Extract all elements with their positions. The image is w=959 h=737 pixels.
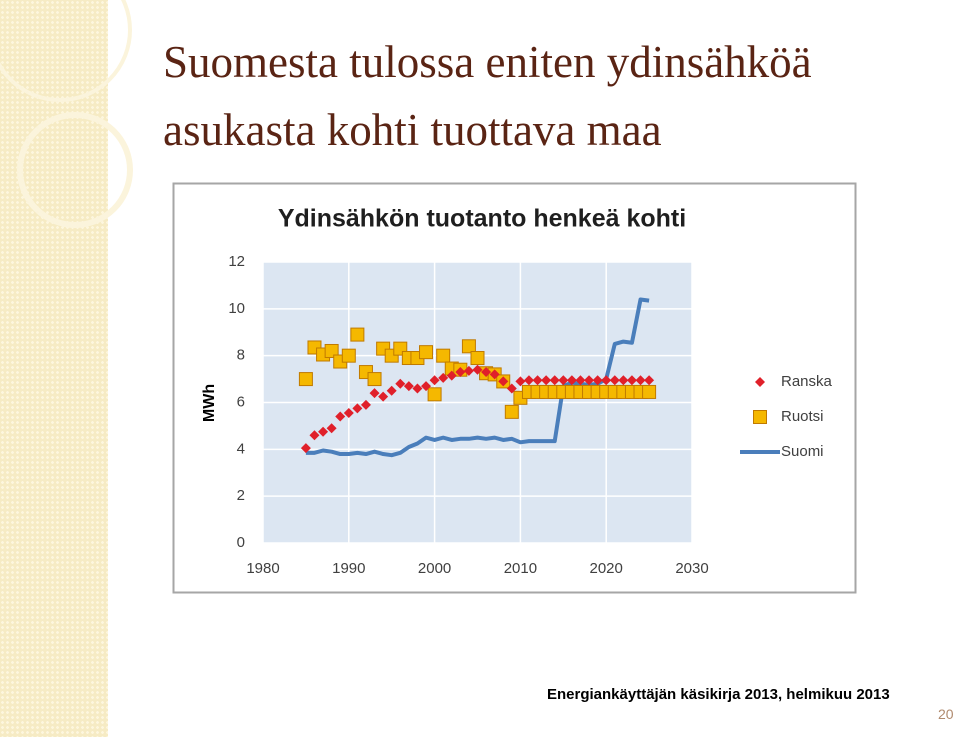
marker bbox=[335, 411, 346, 422]
y-tick-label: 10 bbox=[228, 300, 245, 317]
marker bbox=[592, 375, 603, 386]
x-tick-label: 1990 bbox=[332, 560, 365, 577]
marker bbox=[309, 430, 320, 441]
marker bbox=[463, 365, 474, 376]
legend-swatch bbox=[755, 377, 765, 387]
marker bbox=[427, 387, 442, 402]
marker bbox=[350, 327, 365, 342]
marker bbox=[343, 408, 354, 419]
marker bbox=[472, 364, 483, 375]
legend-label: Ranska bbox=[781, 373, 833, 390]
title-line: Suomesta tulossa eniten ydinsähköä bbox=[163, 37, 812, 87]
marker bbox=[352, 403, 363, 414]
x-tick-label: 2020 bbox=[590, 560, 623, 577]
marker bbox=[326, 423, 337, 434]
legend-label: Ruotsi bbox=[781, 408, 824, 425]
marker bbox=[446, 370, 457, 381]
y-tick-label: 0 bbox=[237, 534, 245, 551]
marker bbox=[369, 388, 380, 399]
y-axis-label: MWh bbox=[201, 384, 218, 422]
y-tick-label: 6 bbox=[237, 393, 245, 410]
marker bbox=[481, 367, 492, 378]
marker bbox=[298, 372, 313, 387]
marker bbox=[506, 383, 517, 394]
x-tick-label: 2010 bbox=[504, 560, 537, 577]
marker bbox=[558, 375, 569, 386]
marker bbox=[429, 375, 440, 386]
marker bbox=[455, 367, 466, 378]
marker bbox=[395, 378, 406, 389]
marker bbox=[360, 399, 371, 410]
marker bbox=[421, 381, 432, 392]
marker bbox=[412, 383, 423, 394]
marker bbox=[341, 348, 356, 363]
marker bbox=[378, 391, 389, 402]
marker bbox=[436, 348, 451, 363]
x-tick-label: 2030 bbox=[675, 560, 708, 577]
marker bbox=[324, 343, 339, 358]
y-tick-label: 12 bbox=[228, 253, 245, 270]
marker bbox=[541, 375, 552, 386]
marker bbox=[609, 375, 620, 386]
page-number: 20 bbox=[938, 706, 954, 722]
marker bbox=[532, 375, 543, 386]
x-tick-label: 1980 bbox=[246, 560, 279, 577]
marker bbox=[403, 381, 414, 392]
decor-strip bbox=[0, 0, 108, 737]
marker bbox=[635, 375, 646, 386]
source: Energiankäyttäjän käsikirja 2013, helmik… bbox=[547, 686, 890, 703]
marker bbox=[470, 351, 485, 366]
marker bbox=[489, 369, 500, 380]
chart-title: Ydinsähkön tuotanto henkeä kohti bbox=[278, 205, 686, 233]
marker bbox=[644, 375, 655, 386]
marker bbox=[461, 339, 476, 354]
decor-ring bbox=[17, 112, 133, 228]
marker bbox=[300, 443, 311, 454]
marker bbox=[367, 372, 382, 387]
marker bbox=[549, 375, 560, 386]
y-tick-label: 8 bbox=[237, 347, 245, 364]
marker bbox=[523, 375, 534, 386]
title-line: asukasta kohti tuottava maa bbox=[163, 105, 662, 155]
x-tick-label: 2000 bbox=[418, 560, 451, 577]
marker bbox=[584, 375, 595, 386]
marker bbox=[504, 404, 519, 419]
marker bbox=[575, 375, 586, 386]
legend-swatch bbox=[753, 410, 767, 424]
marker bbox=[618, 375, 629, 386]
y-tick-label: 2 bbox=[237, 487, 245, 504]
decor-ring bbox=[0, 0, 132, 102]
marker bbox=[601, 375, 612, 386]
marker bbox=[642, 384, 657, 399]
marker bbox=[386, 385, 397, 396]
y-tick-label: 4 bbox=[237, 440, 245, 457]
line bbox=[305, 297, 650, 458]
marker bbox=[438, 372, 449, 383]
marker bbox=[626, 375, 637, 386]
marker bbox=[498, 376, 509, 387]
marker bbox=[318, 426, 329, 437]
marker bbox=[419, 345, 434, 360]
legend-label: Suomi bbox=[781, 443, 824, 460]
marker bbox=[515, 376, 526, 387]
marker bbox=[566, 375, 577, 386]
